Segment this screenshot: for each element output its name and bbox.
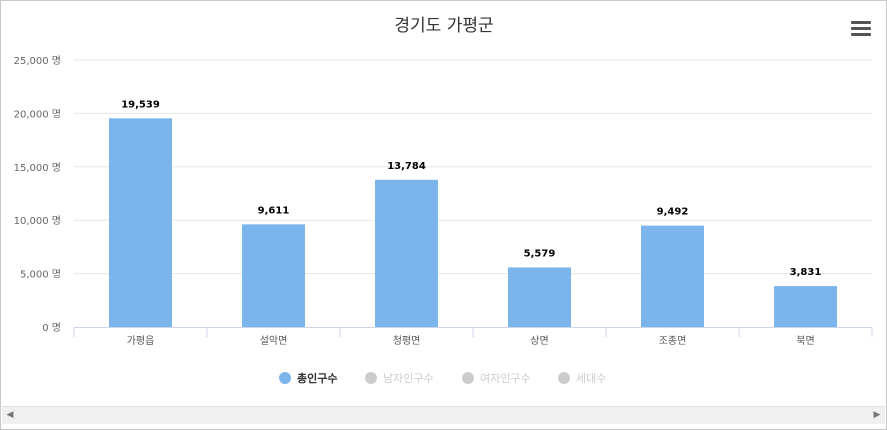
data-label: 5,579 [524, 248, 556, 259]
chart-title: 경기도 가평군 [394, 16, 493, 36]
x-axis: 가평읍 설악면 청평면 상면 조종면 북면 [73, 327, 873, 347]
data-label: 9,492 [657, 207, 689, 218]
data-labels: 19,539 9,611 13,784 5,579 9,492 3,831 [121, 99, 821, 278]
bar[interactable] [109, 118, 172, 327]
bar[interactable] [375, 179, 438, 327]
hamburger-menu-icon[interactable] [851, 21, 871, 37]
x-tick-label: 설악면 [260, 335, 288, 347]
bar[interactable] [774, 286, 837, 327]
legend-item[interactable]: 여자인구수 [462, 372, 531, 385]
legend-label: 총인구수 [297, 371, 337, 385]
x-tick-label: 조종면 [659, 335, 687, 347]
legend-marker [365, 372, 377, 384]
y-tick-label: 5,000 명 [20, 269, 61, 281]
legend-label: 남자인구수 [383, 372, 434, 385]
legend-marker [462, 372, 474, 384]
data-label: 9,611 [258, 205, 290, 216]
y-axis-ticks: 0 명 5,000 명 10,000 명 15,000 명 20,000 명 25,000… [14, 55, 61, 334]
legend: 총인구수 남자인구수 여자인구수 세대수 [279, 371, 606, 385]
x-tick-label: 상면 [530, 335, 548, 347]
legend-marker [558, 372, 570, 384]
bar[interactable] [508, 267, 571, 327]
y-tick-label: 10,000 명 [14, 215, 61, 227]
bar[interactable] [641, 225, 704, 327]
arrow-left-icon[interactable]: ◀ [6, 410, 14, 420]
legend-item[interactable]: 남자인구수 [365, 372, 434, 385]
y-tick-label: 20,000 명 [14, 108, 61, 120]
grid-lines [74, 59, 872, 275]
legend-item[interactable]: 총인구수 [279, 371, 337, 385]
data-label: 13,784 [387, 161, 426, 172]
bar[interactable] [242, 224, 305, 327]
legend-item[interactable]: 세대수 [558, 372, 606, 385]
x-tick-label: 북면 [796, 335, 814, 347]
bars [109, 118, 837, 327]
legend-label: 여자인구수 [480, 372, 531, 385]
horizontal-scrollbar[interactable]: ◀ ▶ [2, 406, 885, 424]
data-label: 3,831 [790, 267, 822, 278]
data-label: 19,539 [121, 99, 160, 110]
x-tick-label: 청평면 [393, 335, 421, 347]
arrow-right-icon[interactable]: ▶ [873, 410, 881, 420]
y-tick-label: 25,000 명 [14, 55, 61, 67]
legend-marker [279, 372, 291, 384]
legend-label: 세대수 [576, 372, 606, 385]
chart-svg: 경기도 가평군 0 명 5,000 명 10,000 명 15,000 명 20,000… [14, 16, 873, 385]
y-tick-label: 0 명 [42, 322, 61, 334]
x-tick-label: 가평읍 [127, 335, 155, 347]
y-tick-label: 15,000 명 [14, 162, 61, 174]
